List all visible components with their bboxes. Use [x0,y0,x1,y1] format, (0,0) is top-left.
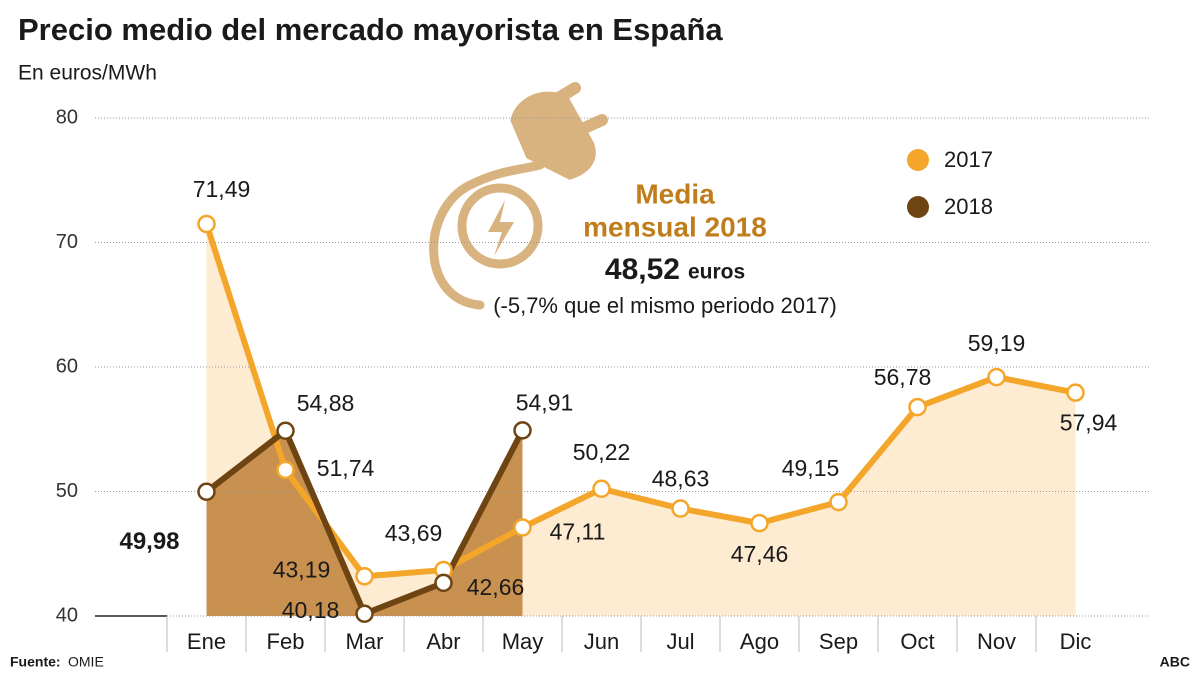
data-label: 43,19 [273,556,331,582]
bolt-icon [488,200,514,256]
data-label: 54,88 [297,390,355,416]
point [829,492,848,512]
data-label: 43,69 [385,520,443,546]
x-tick-label: Ene [187,629,226,654]
data-label: 42,66 [467,574,525,600]
annotation-value: 48,52 [605,253,680,286]
point [513,518,532,537]
x-tick-label: Jun [584,629,619,654]
y-tick-label: 50 [56,480,78,502]
annotation-note: (-5,7% que el mismo periodo 2017) [493,293,837,318]
data-label: 51,74 [317,455,375,481]
data-label: 50,22 [573,439,631,465]
y-tick-label: 60 [56,355,78,377]
data-label: 56,78 [874,364,932,390]
point [750,513,769,533]
point [276,421,295,440]
point [197,482,216,501]
grid-layer [95,117,1150,652]
dot-layer [197,214,1085,624]
point [987,367,1006,387]
chart-subtitle: En euros/MWh [18,62,157,85]
y-tick-label: 80 [56,106,78,128]
x-tick-label: Nov [977,629,1016,654]
source: OMIE [68,654,104,670]
x-tick-label: Dic [1060,629,1092,654]
area [206,223,1076,616]
data-label: 48,63 [652,466,710,492]
point [434,573,453,593]
point [908,397,927,417]
line [203,223,1077,580]
point [592,479,611,499]
chart-title: Precio medio del mercado mayorista en Es… [18,12,723,47]
data-label: 47,11 [550,519,606,545]
data-label: 71,49 [193,176,251,202]
point [1066,383,1085,402]
annotation-title: mensual 2018 [583,211,767,242]
data-label: 54,91 [516,389,574,415]
x-tick-label: Jul [666,629,694,654]
text-layer: 40 50 60 70 80 Ene Feb Mar Abr May Jun Jul Ago Sep Oct… [56,106,1118,654]
source-label: Fuente: [10,654,61,670]
point [355,567,374,586]
data-label: 49,15 [782,455,840,481]
data-label: 57,94 [1060,410,1118,436]
legend-label: 2018 [944,194,993,219]
annotation-title: Media [635,178,715,209]
annotation-unit: euros [688,261,745,284]
point [355,604,374,624]
data-label: 40,18 [282,597,340,623]
x-tick-label: Ago [740,629,779,654]
x-tick-label: Abr [426,629,460,654]
point [276,460,295,480]
legend-marker [907,149,929,171]
data-label: 47,46 [731,541,789,567]
x-tick-label: Mar [346,629,384,654]
data-label: 49,98 [119,528,179,555]
data-label: 59,19 [968,330,1026,356]
x-tick-label: Oct [900,629,934,654]
x-tick-label: May [502,629,544,654]
x-tick-label: Sep [819,629,858,654]
point [197,214,216,234]
y-tick-label: 70 [56,231,78,253]
point [671,499,690,518]
legend-marker [907,196,929,218]
point [513,421,532,440]
y-tick-label: 40 [56,604,78,626]
x-tick-label: Feb [267,629,305,654]
credit: ABC [1160,654,1190,670]
legend-label: 2017 [944,147,993,172]
plug-icon [429,82,608,310]
